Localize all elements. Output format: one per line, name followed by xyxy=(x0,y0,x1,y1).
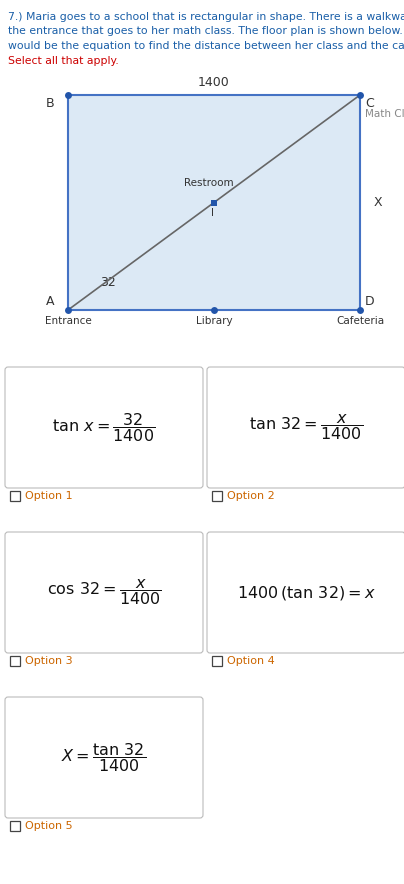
Bar xyxy=(10,821,20,831)
FancyBboxPatch shape xyxy=(5,697,203,818)
Text: D: D xyxy=(365,295,375,308)
Text: X: X xyxy=(374,196,383,209)
Text: Option 5: Option 5 xyxy=(25,821,73,831)
Text: $\tan\, 32 = \dfrac{x}{1400}$: $\tan\, 32 = \dfrac{x}{1400}$ xyxy=(249,413,363,443)
Text: Entrance: Entrance xyxy=(44,316,91,326)
Text: $\cos\, 32 = \dfrac{x}{1400}$: $\cos\, 32 = \dfrac{x}{1400}$ xyxy=(46,577,162,607)
FancyBboxPatch shape xyxy=(5,367,203,488)
Text: 7.) Maria goes to a school that is rectangular in shape. There is a walkway from: 7.) Maria goes to a school that is recta… xyxy=(8,12,404,22)
Text: $\tan\, x = \dfrac{32}{1400}$: $\tan\, x = \dfrac{32}{1400}$ xyxy=(53,411,156,444)
Text: I: I xyxy=(210,208,213,217)
Text: Option 1: Option 1 xyxy=(25,491,73,501)
Text: $1400\,(\tan\, 32) = x$: $1400\,(\tan\, 32) = x$ xyxy=(237,583,375,601)
Text: $X = \dfrac{\tan\, 32}{1400}$: $X = \dfrac{\tan\, 32}{1400}$ xyxy=(61,741,147,774)
Text: Select all that apply.: Select all that apply. xyxy=(8,56,119,65)
Text: Restroom: Restroom xyxy=(184,179,234,188)
Text: 32: 32 xyxy=(100,276,116,288)
Text: Library: Library xyxy=(196,316,232,326)
Text: Option 3: Option 3 xyxy=(25,656,73,666)
Text: Option 4: Option 4 xyxy=(227,656,275,666)
Bar xyxy=(10,656,20,666)
Text: would be the equation to find the distance between her class and the cafeteria?: would be the equation to find the distan… xyxy=(8,41,404,51)
FancyBboxPatch shape xyxy=(207,532,404,653)
Text: the entrance that goes to her math class. The floor plan is shown below. What: the entrance that goes to her math class… xyxy=(8,27,404,36)
Text: A: A xyxy=(46,295,54,308)
Bar xyxy=(68,95,360,310)
Text: Math Class: Math Class xyxy=(365,109,404,119)
Text: C: C xyxy=(365,97,374,110)
Text: Cafeteria: Cafeteria xyxy=(336,316,384,326)
Text: 1400: 1400 xyxy=(198,76,230,89)
FancyBboxPatch shape xyxy=(207,367,404,488)
Bar xyxy=(10,491,20,501)
FancyBboxPatch shape xyxy=(5,532,203,653)
Text: Option 2: Option 2 xyxy=(227,491,275,501)
Bar xyxy=(212,656,222,666)
Bar xyxy=(212,491,222,501)
Text: B: B xyxy=(45,97,54,110)
